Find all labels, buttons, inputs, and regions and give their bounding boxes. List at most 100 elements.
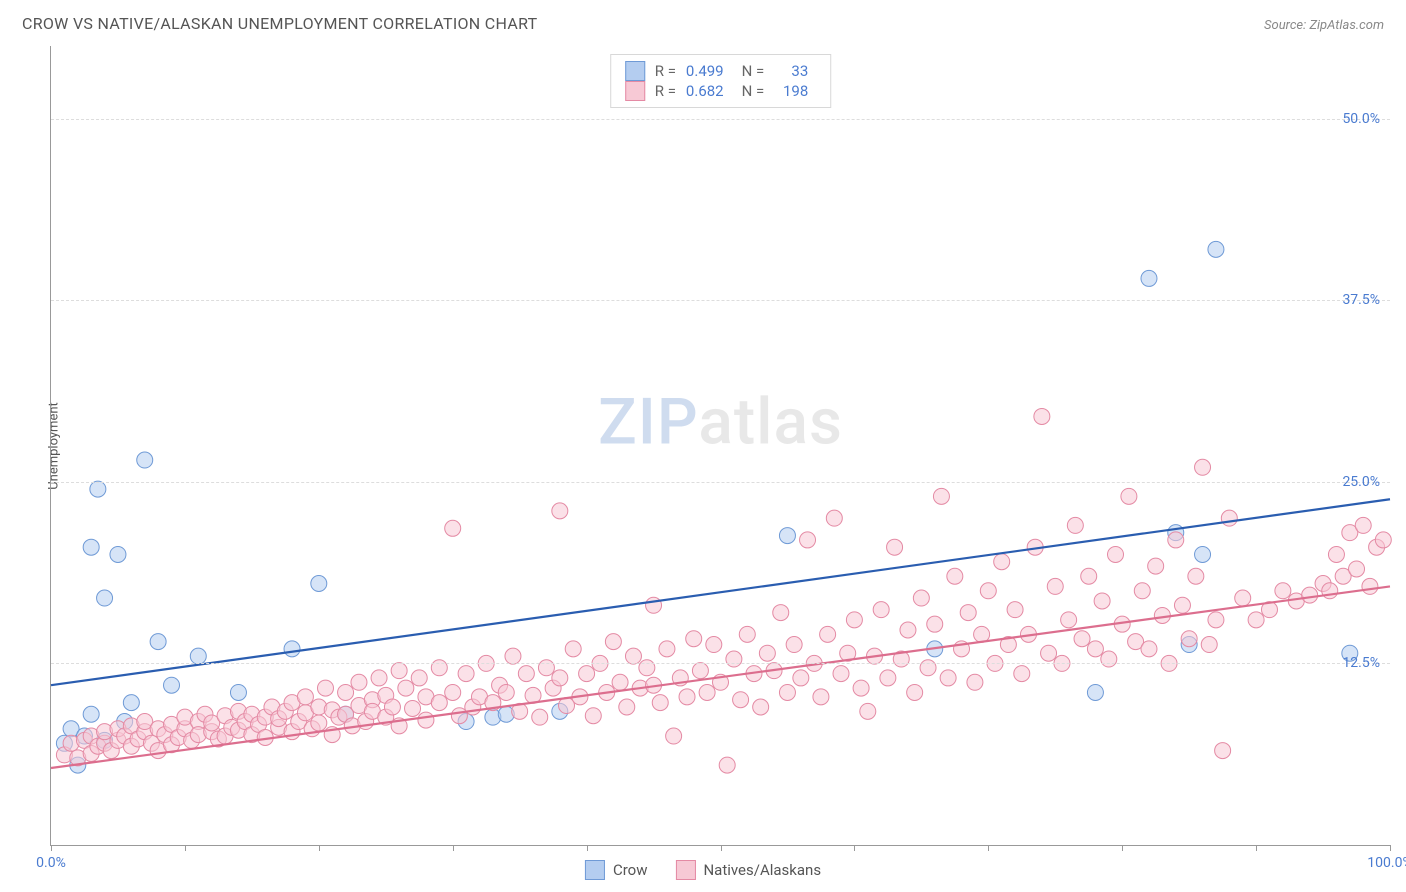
scatter-point-natives (1328, 546, 1344, 562)
stat-r-label: R = (655, 82, 676, 100)
scatter-point-crow (83, 539, 99, 555)
scatter-point-natives (1375, 532, 1391, 548)
scatter-point-natives (900, 622, 916, 638)
scatter-point-natives (1081, 568, 1097, 584)
scatter-point-natives (800, 532, 816, 548)
scatter-point-natives (1007, 602, 1023, 618)
scatter-point-natives (759, 645, 775, 661)
scatter-point-natives (933, 488, 949, 504)
scatter-point-natives (311, 715, 327, 731)
stats-row-crow: R =0.499N =33 (625, 61, 817, 81)
scatter-point-natives (405, 700, 421, 716)
scatter-point-natives (1248, 612, 1264, 628)
legend-label-crow: Crow (613, 861, 648, 879)
scatter-point-natives (1355, 517, 1371, 533)
scatter-point-natives (887, 539, 903, 555)
scatter-point-natives (552, 670, 568, 686)
scatter-point-natives (739, 626, 755, 642)
legend-item-natives: Natives/Alaskans (675, 860, 821, 880)
scatter-point-crow (164, 677, 180, 693)
y-tick-label: 50.0% (1342, 111, 1380, 127)
scatter-point-crow (230, 684, 246, 700)
scatter-point-natives (733, 692, 749, 708)
scatter-point-natives (1094, 593, 1110, 609)
scatter-point-natives (813, 689, 829, 705)
y-tick-label: 37.5% (1342, 292, 1380, 308)
scatter-point-natives (947, 568, 963, 584)
scatter-point-natives (552, 503, 568, 519)
scatter-point-crow (1195, 546, 1211, 562)
stats-row-natives: R =0.682N =198 (625, 81, 817, 101)
stats-swatch-natives (625, 81, 645, 101)
scatter-point-natives (907, 684, 923, 700)
scatter-point-crow (311, 576, 327, 592)
scatter-plot (51, 46, 1390, 845)
x-tick (1390, 845, 1391, 851)
scatter-point-natives (612, 674, 628, 690)
scatter-point-natives (585, 708, 601, 724)
scatter-point-natives (1061, 612, 1077, 628)
scatter-point-natives (873, 602, 889, 618)
legend-label-natives: Natives/Alaskans (703, 861, 821, 879)
scatter-point-natives (1074, 631, 1090, 647)
x-tick-label: 100.0% (1367, 855, 1406, 871)
chart-title: CROW VS NATIVE/ALASKAN UNEMPLOYMENT CORR… (22, 14, 537, 33)
x-tick (453, 845, 454, 851)
scatter-point-natives (779, 684, 795, 700)
scatter-point-natives (967, 674, 983, 690)
scatter-point-natives (1141, 641, 1157, 657)
scatter-point-natives (820, 626, 836, 642)
x-tick (587, 845, 588, 851)
scatter-point-crow (83, 706, 99, 722)
scatter-point-natives (692, 663, 708, 679)
scatter-point-natives (398, 680, 414, 696)
scatter-point-crow (1087, 684, 1103, 700)
scatter-point-natives (411, 670, 427, 686)
scatter-point-natives (1275, 583, 1291, 599)
stat-r-label: R = (655, 62, 676, 80)
scatter-point-natives (1215, 743, 1231, 759)
y-tick-label: 25.0% (1342, 474, 1380, 490)
scatter-point-natives (1108, 546, 1124, 562)
scatter-point-natives (445, 684, 461, 700)
x-tick (51, 845, 52, 851)
scatter-point-crow (150, 634, 166, 650)
scatter-point-crow (190, 648, 206, 664)
scatter-point-natives (1041, 645, 1057, 661)
scatter-point-crow (779, 528, 795, 544)
scatter-point-natives (1349, 561, 1365, 577)
scatter-point-natives (518, 666, 534, 682)
scatter-point-natives (846, 612, 862, 628)
stat-n-label: N = (742, 62, 765, 80)
scatter-point-natives (431, 695, 447, 711)
scatter-point-crow (1141, 270, 1157, 286)
scatter-point-natives (1188, 568, 1204, 584)
scatter-point-natives (786, 637, 802, 653)
scatter-point-natives (418, 712, 434, 728)
scatter-point-natives (927, 616, 943, 632)
scatter-point-natives (860, 703, 876, 719)
scatter-point-natives (659, 641, 675, 657)
scatter-point-crow (90, 481, 106, 497)
scatter-point-natives (679, 689, 695, 705)
scatter-point-natives (1067, 517, 1083, 533)
scatter-point-natives (652, 695, 668, 711)
gridline (51, 300, 1390, 301)
scatter-point-natives (1235, 590, 1251, 606)
scatter-point-natives (338, 684, 354, 700)
stat-n-label: N = (742, 82, 765, 100)
scatter-point-crow (1208, 241, 1224, 257)
scatter-point-natives (913, 590, 929, 606)
stat-n-value-crow: 33 (774, 62, 808, 80)
legend-item-crow: Crow (585, 860, 648, 880)
scatter-point-natives (1034, 408, 1050, 424)
scatter-point-natives (1174, 597, 1190, 613)
x-tick (1122, 845, 1123, 851)
scatter-point-natives (686, 631, 702, 647)
scatter-point-natives (833, 666, 849, 682)
legend: Crow Natives/Alaskans (585, 860, 821, 880)
x-tick (319, 845, 320, 851)
scatter-point-natives (1221, 510, 1237, 526)
gridline (51, 663, 1390, 664)
scatter-point-natives (1047, 578, 1063, 594)
